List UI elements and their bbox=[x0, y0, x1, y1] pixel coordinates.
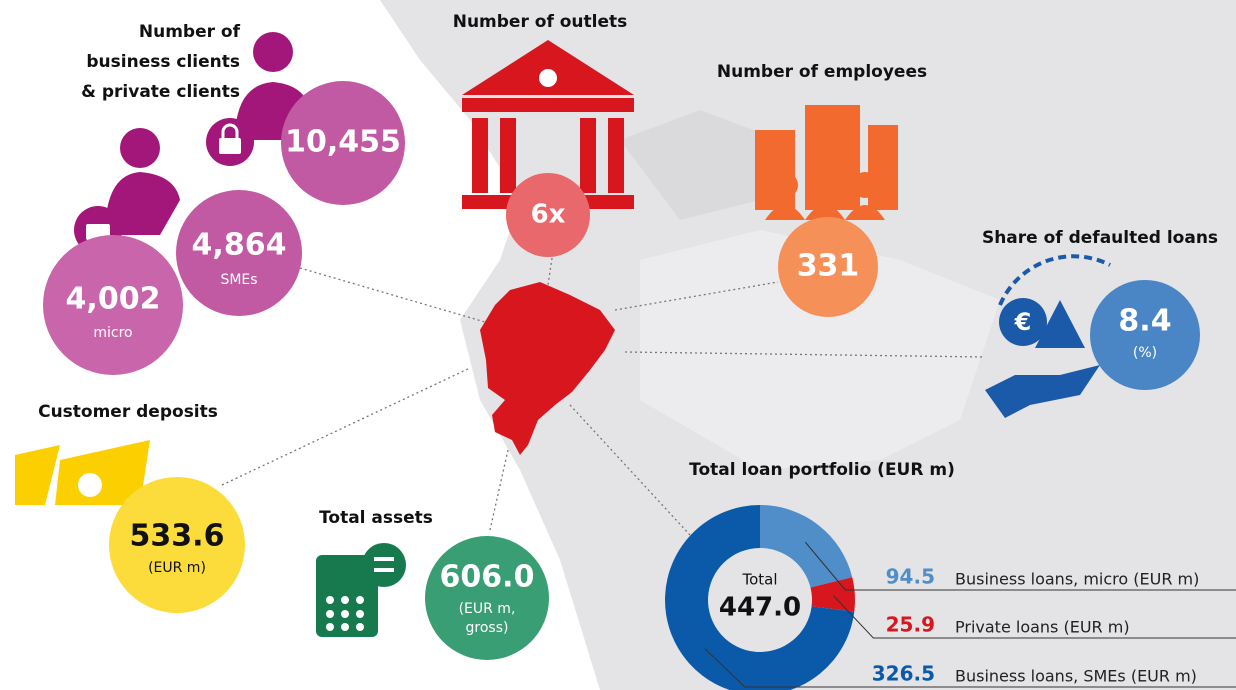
clients-title: Number of business clients & private cli… bbox=[81, 22, 240, 102]
title: Customer deposits bbox=[38, 402, 218, 422]
bubble bbox=[425, 536, 549, 660]
donut-segment bbox=[810, 577, 855, 612]
category-label: Private loans (EUR m) bbox=[955, 618, 1130, 637]
donut-segment bbox=[665, 505, 855, 690]
value-label: 25.9 bbox=[886, 613, 935, 637]
bubble bbox=[506, 173, 590, 257]
value: 4,864 bbox=[192, 228, 287, 263]
leader bbox=[804, 541, 1236, 591]
unit: micro bbox=[93, 325, 132, 341]
value: 331 bbox=[797, 249, 860, 284]
value: 4,002 bbox=[66, 282, 161, 317]
value: 8.4 bbox=[1118, 304, 1171, 339]
leaders bbox=[221, 257, 986, 536]
category-label: Business loans, micro (EUR m) bbox=[955, 570, 1199, 589]
value-label: 94.5 bbox=[886, 565, 935, 589]
unit: SMEs bbox=[220, 272, 257, 288]
category-label: Business loans, SMEs (EUR m) bbox=[955, 667, 1197, 686]
value: 533.6 bbox=[130, 519, 225, 554]
bubble bbox=[176, 190, 302, 316]
title-line: & private clients bbox=[81, 82, 240, 102]
value-label: 326.5 bbox=[872, 662, 935, 686]
unit: (EUR m) bbox=[148, 560, 206, 576]
title: Share of defaulted loans bbox=[982, 228, 1218, 248]
bubble bbox=[281, 81, 405, 205]
value: 606.0 bbox=[440, 560, 535, 595]
center-label: Total bbox=[741, 571, 777, 589]
donut bbox=[665, 505, 855, 690]
value: 6x bbox=[531, 200, 566, 230]
bubble bbox=[1090, 280, 1200, 390]
cash-icon bbox=[15, 440, 150, 505]
ecuador bbox=[480, 282, 615, 455]
value: 10,455 bbox=[285, 125, 401, 160]
leader bbox=[704, 648, 1236, 688]
bubble bbox=[43, 235, 183, 375]
donut-segment bbox=[760, 505, 853, 588]
loan-icon: € bbox=[985, 254, 1111, 418]
unit: gross) bbox=[466, 620, 509, 636]
unit: (EUR m, bbox=[459, 601, 516, 617]
chart-title: Total loan portfolio (EUR m) bbox=[689, 460, 955, 480]
title-line: business clients bbox=[86, 52, 240, 72]
unit: (%) bbox=[1133, 345, 1157, 361]
building-icon bbox=[755, 105, 898, 220]
title: Number of outlets bbox=[453, 12, 628, 32]
leader bbox=[833, 595, 1236, 639]
center-value: 447.0 bbox=[719, 593, 801, 623]
title: Total assets bbox=[319, 508, 433, 528]
title-line: Number of bbox=[139, 22, 241, 42]
bubble bbox=[778, 217, 878, 317]
calculator-icon bbox=[316, 543, 406, 637]
bubble bbox=[109, 477, 245, 613]
bank-icon bbox=[462, 40, 634, 209]
title: Number of employees bbox=[717, 62, 927, 82]
svg-text:€: € bbox=[1014, 308, 1032, 336]
